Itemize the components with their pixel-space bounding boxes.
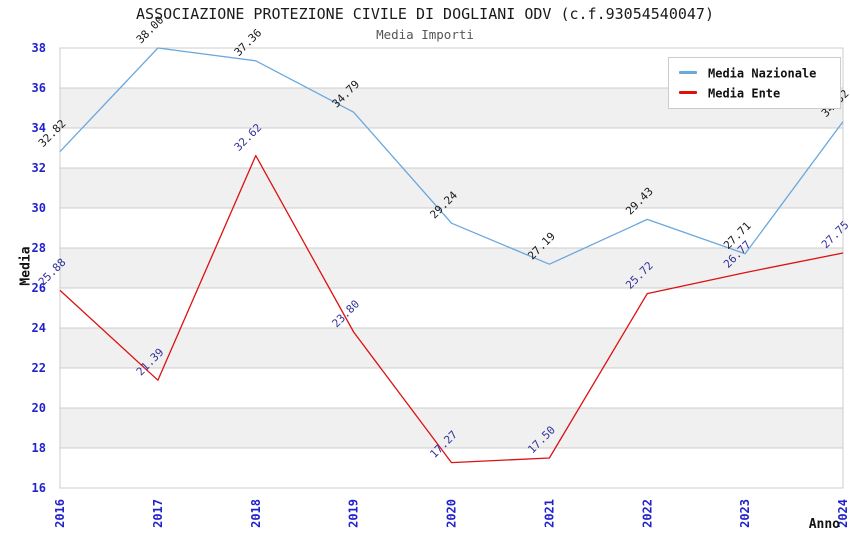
x-tick-label: 2016 [53, 499, 67, 528]
y-tick-label: 30 [32, 201, 46, 215]
plot-band [60, 168, 843, 208]
chart-subtitle: Media Importi [376, 27, 474, 42]
y-tick-label: 18 [32, 441, 46, 455]
y-tick-label: 26 [32, 281, 46, 295]
y-tick-label: 24 [32, 321, 46, 335]
y-tick-label: 28 [32, 241, 46, 255]
legend: Media Nazionale Media Ente [668, 57, 841, 109]
plot-band [60, 328, 843, 368]
data-label: 37.36 [232, 26, 265, 59]
y-tick-label: 32 [32, 161, 46, 175]
plot-band [60, 248, 843, 288]
x-tick-label: 2018 [249, 499, 263, 528]
x-tick-label: 2020 [445, 499, 459, 528]
data-label: 23.80 [330, 298, 363, 331]
legend-line-swatch-nazionale [679, 71, 697, 74]
series-line-media-nazionale [59, 47, 844, 265]
plot-band [60, 408, 843, 448]
x-axis-title: Anno [808, 517, 840, 532]
plot-border [59, 47, 844, 489]
series-line-media-ente [59, 154, 844, 464]
data-label: 27.75 [819, 219, 850, 252]
x-tick-label: 2017 [151, 499, 165, 528]
legend-label-media-nazionale: Media Nazionale [708, 66, 817, 81]
y-tick-label: 22 [32, 361, 46, 375]
legend-item-media-nazionale: Media Nazionale [679, 63, 836, 83]
legend-label-media-ente: Media Ente [708, 86, 781, 101]
y-tick-label: 34 [32, 121, 46, 135]
y-tick-label: 16 [32, 481, 46, 495]
x-tick-label: 2021 [542, 499, 556, 528]
chart-title: ASSOCIAZIONE PROTEZIONE CIVILE DI DOGLIA… [136, 5, 714, 23]
x-tick-label: 2019 [347, 499, 361, 528]
legend-line-swatch-ente [679, 91, 697, 94]
y-tick-label: 38 [32, 41, 46, 55]
x-tick-label: 2024 [836, 499, 850, 528]
legend-item-media-ente: Media Ente [679, 83, 836, 103]
y-tick-label: 20 [32, 401, 46, 415]
x-tick-label: 2023 [738, 499, 752, 528]
y-tick-label: 36 [32, 81, 46, 95]
x-tick-label: 2022 [640, 499, 654, 528]
data-label: 38.00 [134, 14, 167, 47]
